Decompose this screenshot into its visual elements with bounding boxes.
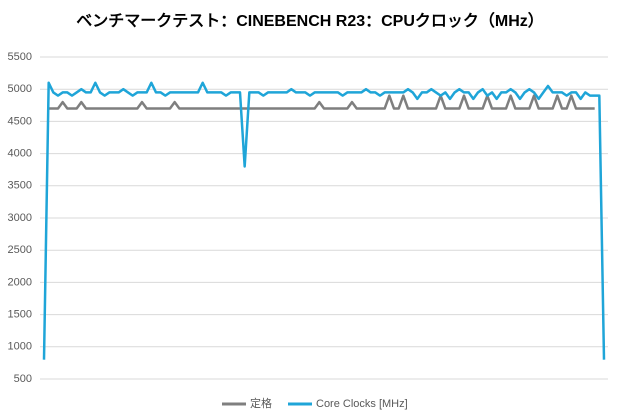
chart-title: ベンチマークテスト：CINEBENCH R23：CPUクロック（MHz）	[76, 12, 544, 30]
y-tick-label: 3000	[8, 212, 32, 224]
series-line	[42, 81, 606, 360]
y-tick-label: 5000	[8, 83, 32, 95]
y-tick-label: 1500	[8, 309, 32, 321]
y-tick-label: 2500	[8, 244, 32, 256]
y-tick-label: 2000	[8, 276, 32, 288]
legend-label: 定格	[250, 396, 272, 410]
y-tick-label: 1000	[8, 341, 32, 353]
y-tick-label: 4500	[8, 115, 32, 127]
y-tick-label: 4000	[8, 148, 32, 160]
y-tick-label: 3500	[8, 180, 32, 192]
series-line	[48, 94, 595, 110]
y-tick-label: 5500	[8, 51, 32, 63]
legend-label: Core Clocks [MHz]	[316, 398, 408, 410]
y-tick-label: 500	[14, 373, 32, 385]
